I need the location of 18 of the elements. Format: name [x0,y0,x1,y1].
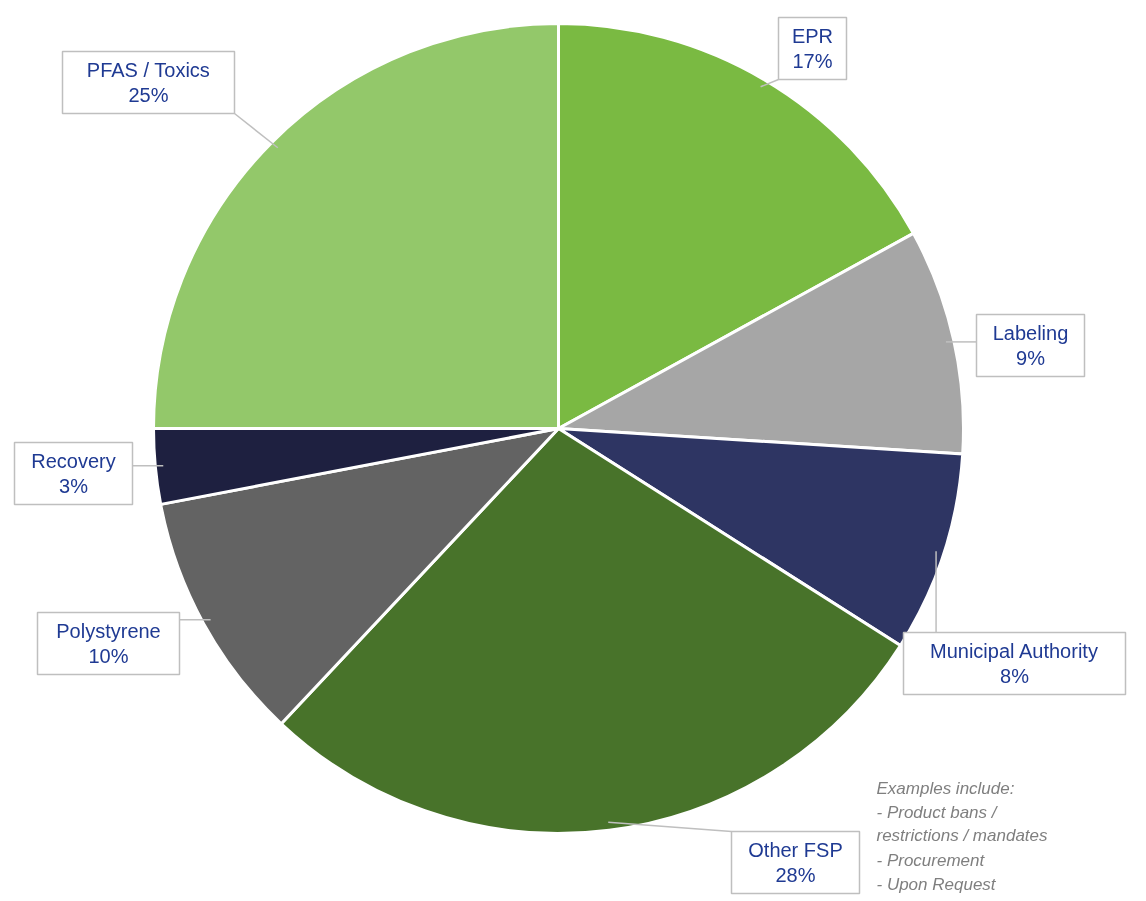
slice-label: PFAS / Toxics [86,58,210,81]
slice-label: Other FSP [748,838,843,861]
data-label: 28% [775,864,816,887]
data-label: 3% [59,475,89,498]
slice-label: Municipal Authority [930,639,1098,662]
data-label: 8% [1000,665,1030,688]
text: - Upon Request [876,874,997,894]
data-label: 17% [792,50,833,73]
text: - Procurement [876,850,986,870]
slice-label: Labeling [992,321,1069,344]
text: Examples include: [876,778,1015,798]
text: - Product bans / restrictions / mandates [876,802,1049,846]
slice-label: Polystyrene [56,619,161,642]
slice-label: Recovery [31,449,116,472]
data-label: 9% [1016,347,1046,370]
slice-label: EPR [791,24,834,47]
data-label: 25% [128,84,169,107]
data-label: 10% [88,645,129,668]
